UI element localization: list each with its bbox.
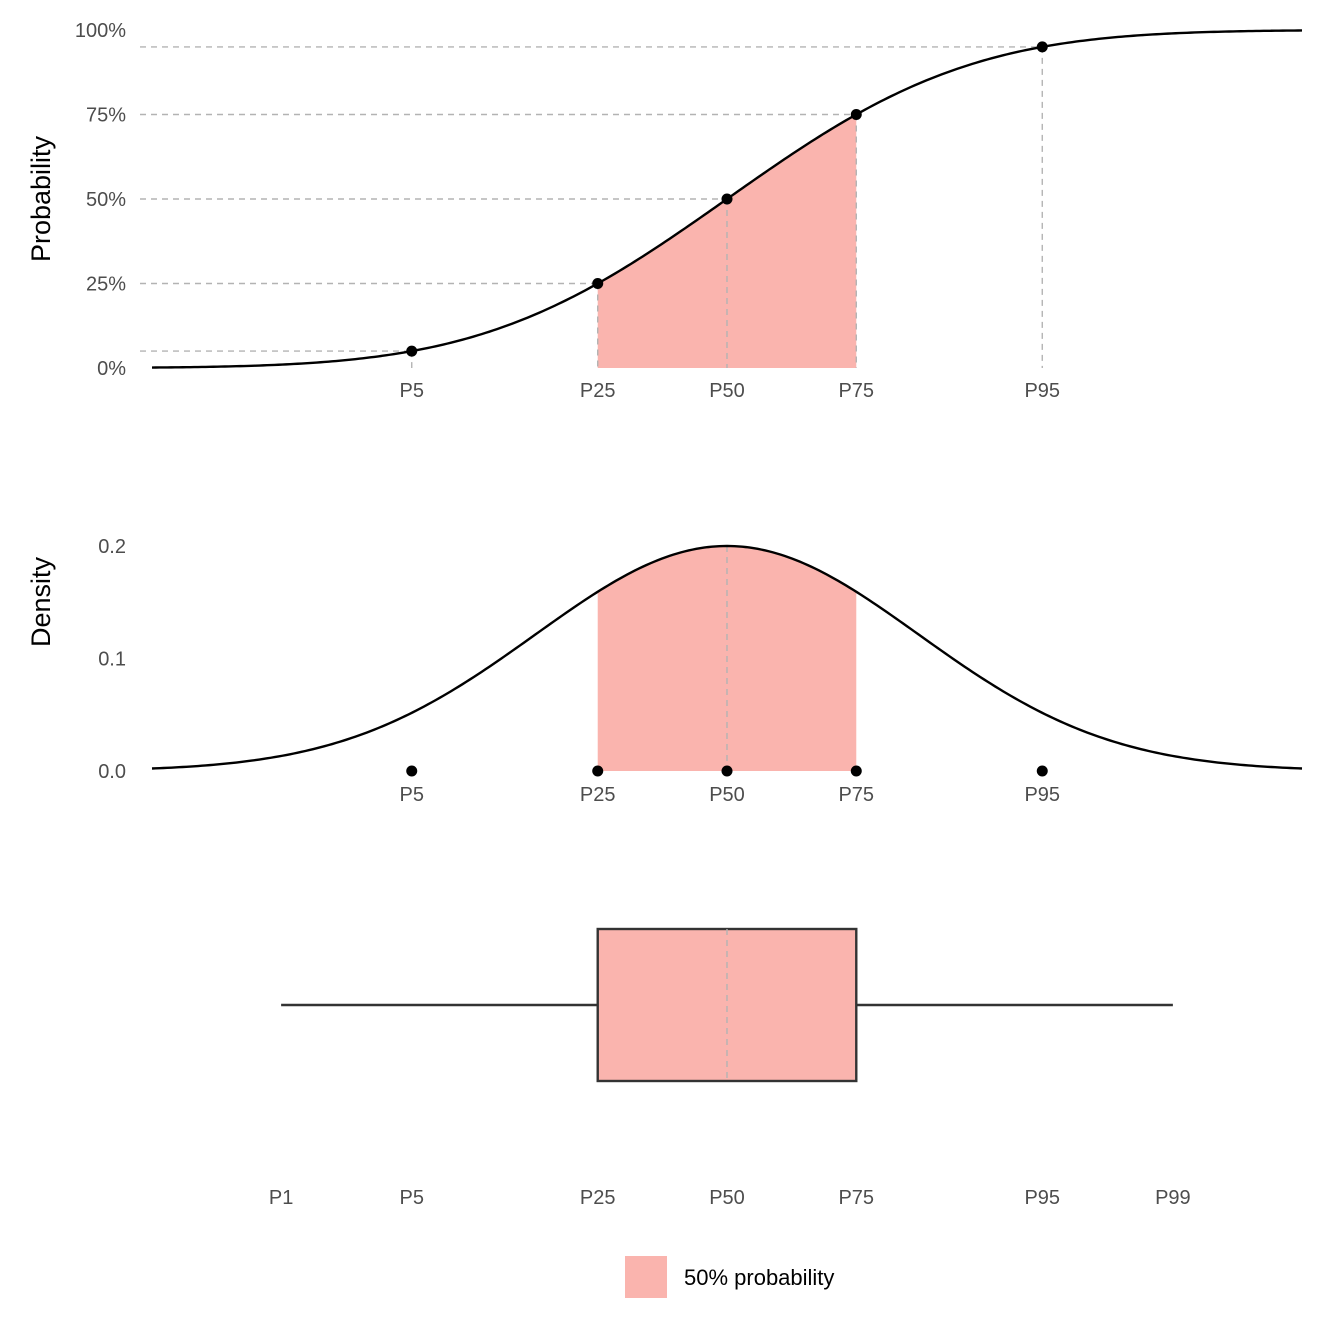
density-x-tick-label: P5 xyxy=(400,784,424,806)
cdf-x-tick-label: P95 xyxy=(1024,380,1060,402)
density-x-tick-label: P50 xyxy=(709,784,745,806)
density-x-tick-label: P25 xyxy=(580,784,616,806)
cdf-y-tick-label: 100% xyxy=(75,20,126,42)
cdf-point-p25 xyxy=(592,278,604,289)
density-point-p75 xyxy=(850,765,862,777)
density-curve xyxy=(151,544,1303,770)
density-point-p25 xyxy=(592,765,604,777)
legend-label: 50% probability xyxy=(684,1265,834,1290)
cdf-y-tick-label: 25% xyxy=(86,274,126,296)
density-point-p95 xyxy=(1036,765,1048,777)
cdf-y-tick-label: 0% xyxy=(97,358,126,380)
box-x-tick-label: P25 xyxy=(580,1187,616,1209)
box-x-tick-label: P5 xyxy=(400,1187,424,1209)
density-y-tick-label: 0.0 xyxy=(98,761,126,783)
density-x-tick-label: P95 xyxy=(1024,784,1060,806)
density-y-tick-label: 0.1 xyxy=(98,649,126,671)
density-point-p50 xyxy=(721,765,733,777)
boxplot-panel: P1 P5 P25 P50 P75 P95 P99 xyxy=(269,927,1191,1209)
cdf-shaded-area xyxy=(597,114,857,368)
cdf-y-tick-label: 75% xyxy=(86,105,126,127)
box-x-tick-label: P99 xyxy=(1155,1187,1191,1209)
box-x-tick-label: P75 xyxy=(838,1187,874,1209)
density-y-tick-label: 0.2 xyxy=(98,536,126,558)
legend: 50% probability xyxy=(625,1256,834,1298)
density-point-p5 xyxy=(406,765,418,777)
cdf-x-tick-label: P5 xyxy=(400,380,424,402)
cdf-point-p5 xyxy=(406,345,418,357)
cdf-point-p75 xyxy=(850,109,862,120)
legend-key-swatch xyxy=(625,1256,667,1298)
cdf-y-tick-label: 50% xyxy=(86,189,126,211)
cdf-point-p95 xyxy=(1036,41,1048,53)
box-x-tick-label: P95 xyxy=(1024,1187,1060,1209)
density-panel: Density 0.0 0.1 0.2 P5 P25 P50 P75 P95 xyxy=(26,536,1303,806)
box-x-tick-label: P50 xyxy=(709,1187,745,1209)
density-x-tick-label: P75 xyxy=(838,784,874,806)
cdf-panel: Probability 0% 25% 50% 75% 100% P5 P25 P50 P75 P… xyxy=(26,20,1303,402)
box-x-tick-label: P1 xyxy=(269,1187,293,1209)
density-y-axis-title: Density xyxy=(26,556,56,647)
cdf-point-p50 xyxy=(721,193,733,205)
cdf-x-tick-label: P50 xyxy=(709,380,745,402)
cdf-x-tick-label: P25 xyxy=(580,380,616,402)
cdf-x-tick-label: P75 xyxy=(838,380,874,402)
cdf-y-axis-title: Probability xyxy=(26,135,56,262)
